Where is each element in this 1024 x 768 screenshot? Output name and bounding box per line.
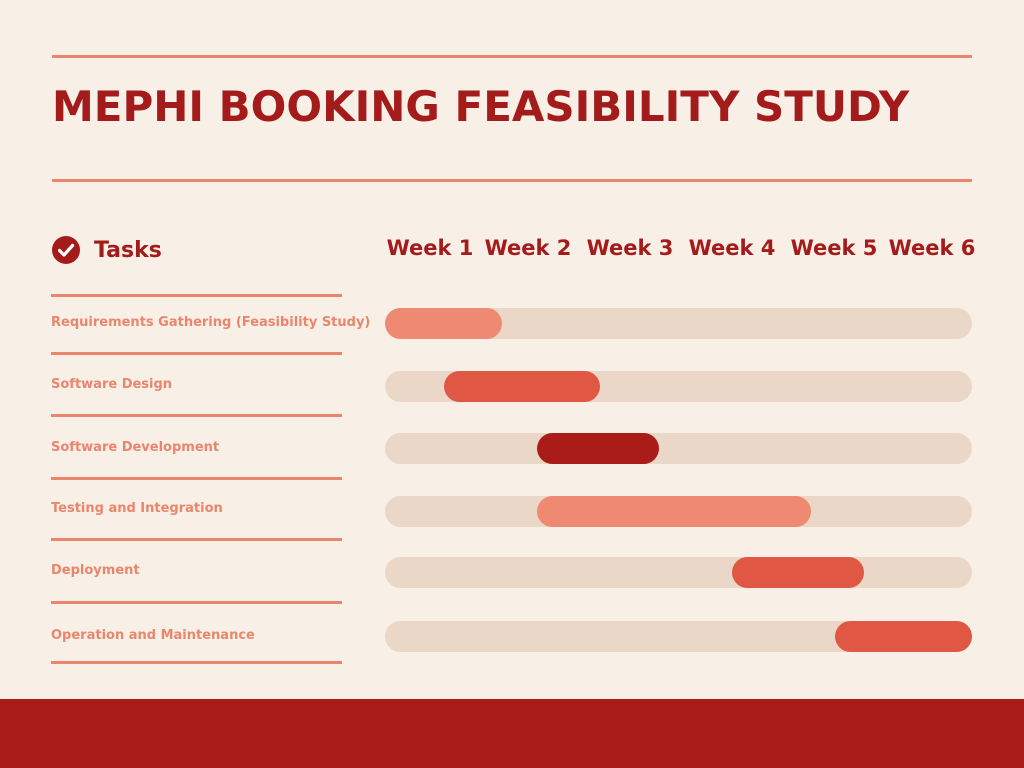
- timeline-track: [385, 371, 972, 402]
- task-label: Requirements Gathering (Feasibility Stud…: [51, 315, 371, 330]
- tasks-header: Tasks: [52, 236, 162, 264]
- task-bar: [732, 557, 865, 588]
- task-divider: [51, 477, 342, 480]
- week-label: Week 3: [586, 236, 674, 260]
- task-bar: [835, 621, 972, 652]
- task-divider: [51, 538, 342, 541]
- timeline-track: [385, 496, 972, 527]
- top-divider: [52, 55, 972, 58]
- footer-band: [0, 699, 1024, 768]
- timeline-track: [385, 557, 972, 588]
- task-divider: [51, 352, 342, 355]
- check-circle-icon: [52, 236, 80, 264]
- task-divider: [51, 294, 342, 297]
- week-label: Week 4: [688, 236, 776, 260]
- task-label: Software Development: [51, 440, 220, 455]
- tasks-label: Tasks: [94, 237, 162, 263]
- task-bar: [536, 433, 659, 464]
- week-label: Week 6: [888, 236, 976, 260]
- task-label: Deployment: [51, 563, 140, 578]
- timeline-track: [385, 433, 972, 464]
- week-axis: Week 1 Week 2 Week 3 Week 4 Week 5 Week 6: [385, 236, 977, 266]
- task-bar: [536, 496, 811, 527]
- task-divider: [51, 661, 342, 664]
- page-title: MEPHI BOOKING FEASIBILITY STUDY: [52, 82, 910, 131]
- week-label: Week 2: [484, 236, 572, 260]
- title-divider: [52, 179, 972, 182]
- week-label: Week 1: [386, 236, 474, 260]
- task-bar: [385, 308, 503, 339]
- week-label: Week 5: [790, 236, 878, 260]
- task-label: Software Design: [51, 377, 173, 392]
- timeline-track: [385, 308, 972, 339]
- timeline-track: [385, 621, 972, 652]
- task-bar: [443, 371, 601, 402]
- task-divider: [51, 601, 342, 604]
- task-divider: [51, 414, 342, 417]
- task-label: Operation and Maintenance: [51, 628, 255, 643]
- task-label: Testing and Integration: [51, 501, 223, 516]
